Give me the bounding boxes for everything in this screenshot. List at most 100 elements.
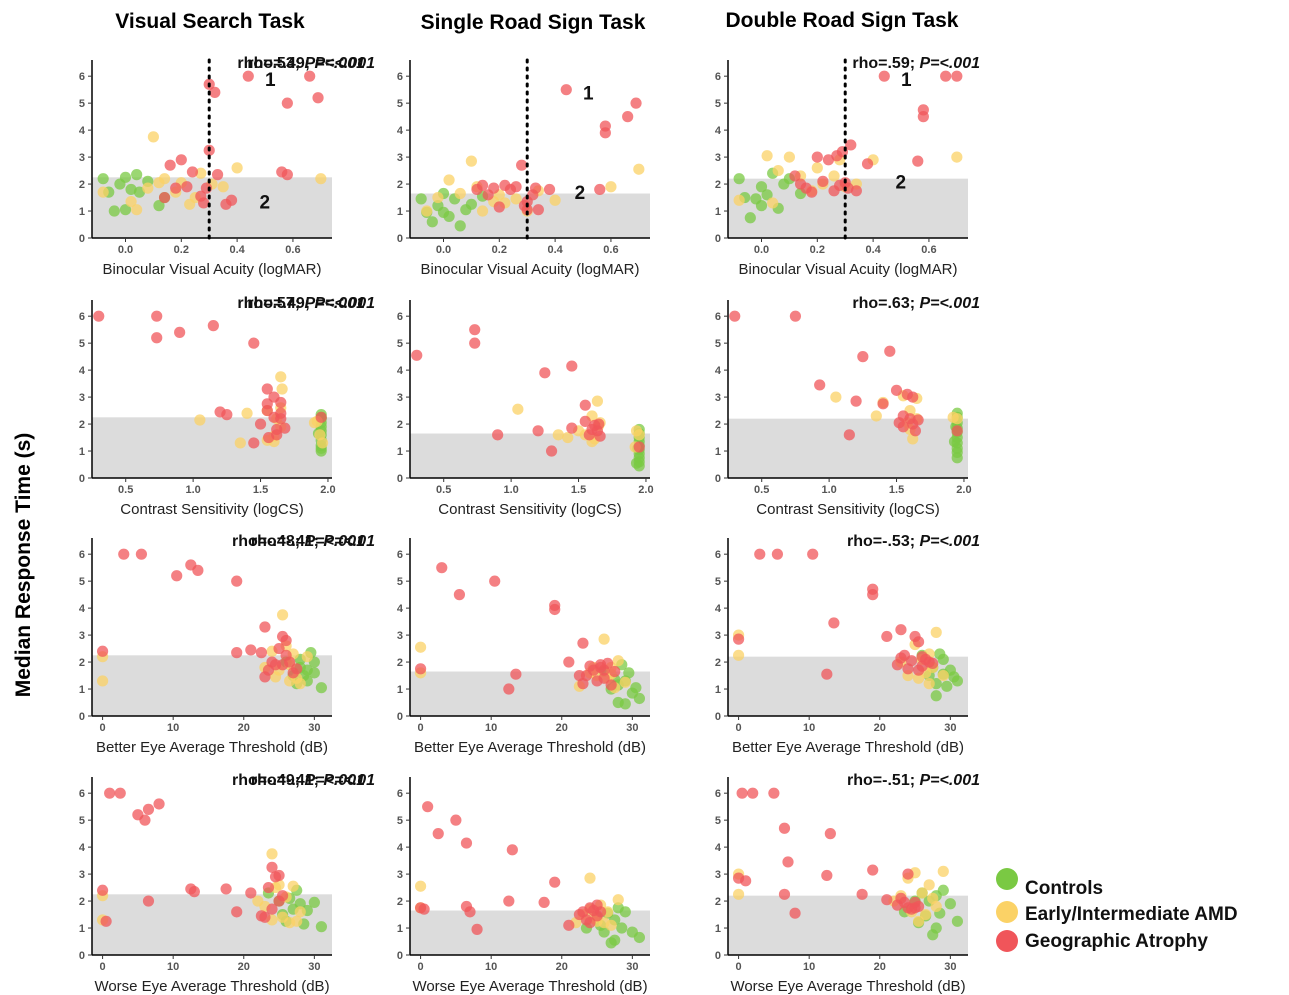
point-early-intermediate-amd <box>783 151 795 163</box>
point-geographic-atrophy <box>927 657 939 670</box>
point-controls <box>426 216 438 228</box>
point-geographic-atrophy <box>529 182 542 194</box>
x-tick-label: 2.0 <box>956 484 971 496</box>
point-geographic-atrophy <box>912 155 924 167</box>
column-title-single-road-sign: Single Road Sign Task <box>421 11 646 34</box>
point-geographic-atrophy <box>211 169 224 181</box>
point-early-intermediate-amd <box>266 848 278 860</box>
panel-double-road-sign-task-2: 0 1 2 3 4 5 6 0 10 20 30 Better Eye Average Thresho… <box>715 533 980 756</box>
x-tick-label: 0.5 <box>754 484 769 496</box>
point-geographic-atrophy <box>259 621 271 633</box>
correlation-stat: rho=.49; P=<.001 <box>247 55 375 72</box>
panel-visual-search-task-3: 0 1 2 3 4 5 6 0 10 20 30 Worse Eye Average Threshol… <box>79 772 375 995</box>
x-tick-label: 0.2 <box>174 244 189 256</box>
annotation-2: 2 <box>895 172 906 193</box>
y-tick-label: 0 <box>397 473 403 485</box>
point-geographic-atrophy <box>280 634 292 647</box>
point-geographic-atrophy <box>905 655 918 667</box>
y-tick-label: 6 <box>79 549 85 561</box>
point-geographic-atrophy <box>909 425 922 437</box>
point-geographic-atrophy <box>951 425 963 437</box>
point-geographic-atrophy <box>453 589 466 601</box>
point-geographic-atrophy <box>221 409 233 421</box>
point-geographic-atrophy <box>516 159 528 171</box>
point-geographic-atrophy <box>549 603 561 616</box>
point-geographic-atrophy <box>174 326 186 338</box>
x-tick-label: 20 <box>874 722 886 734</box>
point-controls <box>619 698 631 710</box>
point-geographic-atrophy <box>242 70 254 82</box>
point-geographic-atrophy <box>850 395 862 407</box>
point-geographic-atrophy <box>100 915 112 927</box>
point-controls <box>315 921 328 933</box>
x-tick-label: 1.5 <box>253 484 268 496</box>
rho-value: rho=.57; <box>237 295 304 312</box>
column-titles: Visual Search Task Single Road Sign Task… <box>115 9 959 34</box>
point-early-intermediate-amd <box>633 429 645 441</box>
y-tick-label: 0 <box>397 233 403 245</box>
correlation-stat: rho=.63; P=<.001 <box>852 295 980 312</box>
annotation-2: 2 <box>575 183 586 204</box>
point-early-intermediate-amd <box>234 437 246 449</box>
point-geographic-atrophy <box>93 310 105 322</box>
point-geographic-atrophy <box>907 391 919 403</box>
y-tick-label: 0 <box>715 473 721 485</box>
panel-double-road-sign-task-0: 0 1 2 3 4 5 6 0.0 0.2 0.4 0.6 Binocular Visual Acui… <box>715 55 980 278</box>
y-tick-label: 2 <box>715 657 721 669</box>
point-controls <box>951 675 964 687</box>
x-tick-label: 10 <box>803 961 815 973</box>
point-controls <box>930 690 942 702</box>
point-geographic-atrophy <box>291 663 303 675</box>
y-tick-label: 5 <box>79 338 85 350</box>
point-geographic-atrophy <box>139 814 151 826</box>
rho-value: rho=-.53; <box>847 533 919 550</box>
point-early-intermediate-amd <box>125 195 137 208</box>
point-geographic-atrophy <box>450 814 462 826</box>
point-geographic-atrophy <box>532 204 544 216</box>
point-geographic-atrophy <box>890 384 903 396</box>
y-tick-label: 2 <box>397 179 403 191</box>
point-controls <box>609 934 621 946</box>
x-tick-label: 10 <box>803 722 815 734</box>
point-early-intermediate-amd <box>811 162 823 174</box>
y-tick-label: 5 <box>715 576 721 588</box>
p-value: P=<.001 <box>920 533 981 550</box>
column-title-double-road-sign: Double Road Sign Task <box>726 9 959 32</box>
point-early-intermediate-amd <box>732 888 745 900</box>
point-controls <box>733 173 745 185</box>
rho-value: rho=-.41; <box>251 533 323 550</box>
point-controls <box>153 200 165 212</box>
x-tick-label: 1.0 <box>821 484 836 496</box>
point-geographic-atrophy <box>142 895 155 907</box>
point-geographic-atrophy <box>186 166 199 178</box>
panel-visual-search-task-2: 0 1 2 3 4 5 6 0 10 20 30 Better Eye Average Thresho… <box>79 533 375 756</box>
correlation-stat: rho=.49; P=<.001 <box>247 295 375 312</box>
point-geographic-atrophy <box>266 903 278 915</box>
x-tick-label: 10 <box>485 961 497 973</box>
point-geographic-atrophy <box>255 647 268 659</box>
point-geographic-atrophy <box>817 175 829 187</box>
point-geographic-atrophy <box>605 679 617 691</box>
y-tick-label: 3 <box>715 630 721 642</box>
point-geographic-atrophy <box>225 194 238 206</box>
y-tick-label: 5 <box>715 338 721 350</box>
point-geographic-atrophy <box>877 398 889 410</box>
point-geographic-atrophy <box>778 822 791 834</box>
point-geographic-atrophy <box>315 411 327 423</box>
point-early-intermediate-amd <box>732 649 745 661</box>
point-geographic-atrophy <box>411 349 423 361</box>
y-tick-label: 2 <box>79 179 85 191</box>
point-controls <box>131 169 143 181</box>
point-geographic-atrophy <box>729 310 741 322</box>
point-geographic-atrophy <box>248 337 260 349</box>
point-geographic-atrophy <box>175 154 187 166</box>
panel-visual-search-task-1: 0 1 2 3 4 5 6 0.5 1.0 1.5 2.0 Contrast Sensitivity … <box>79 295 375 518</box>
point-early-intermediate-amd <box>772 164 784 177</box>
x-tick-label: 0.0 <box>118 244 133 256</box>
point-geographic-atrophy <box>778 888 791 900</box>
point-early-intermediate-amd <box>920 908 932 921</box>
correlation-stat: rho=.59; P=<.001 <box>852 55 980 72</box>
y-tick-label: 0 <box>397 711 403 723</box>
x-tick-label: 0.6 <box>921 244 936 256</box>
